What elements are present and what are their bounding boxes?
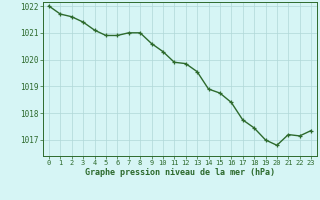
X-axis label: Graphe pression niveau de la mer (hPa): Graphe pression niveau de la mer (hPa): [85, 168, 275, 177]
